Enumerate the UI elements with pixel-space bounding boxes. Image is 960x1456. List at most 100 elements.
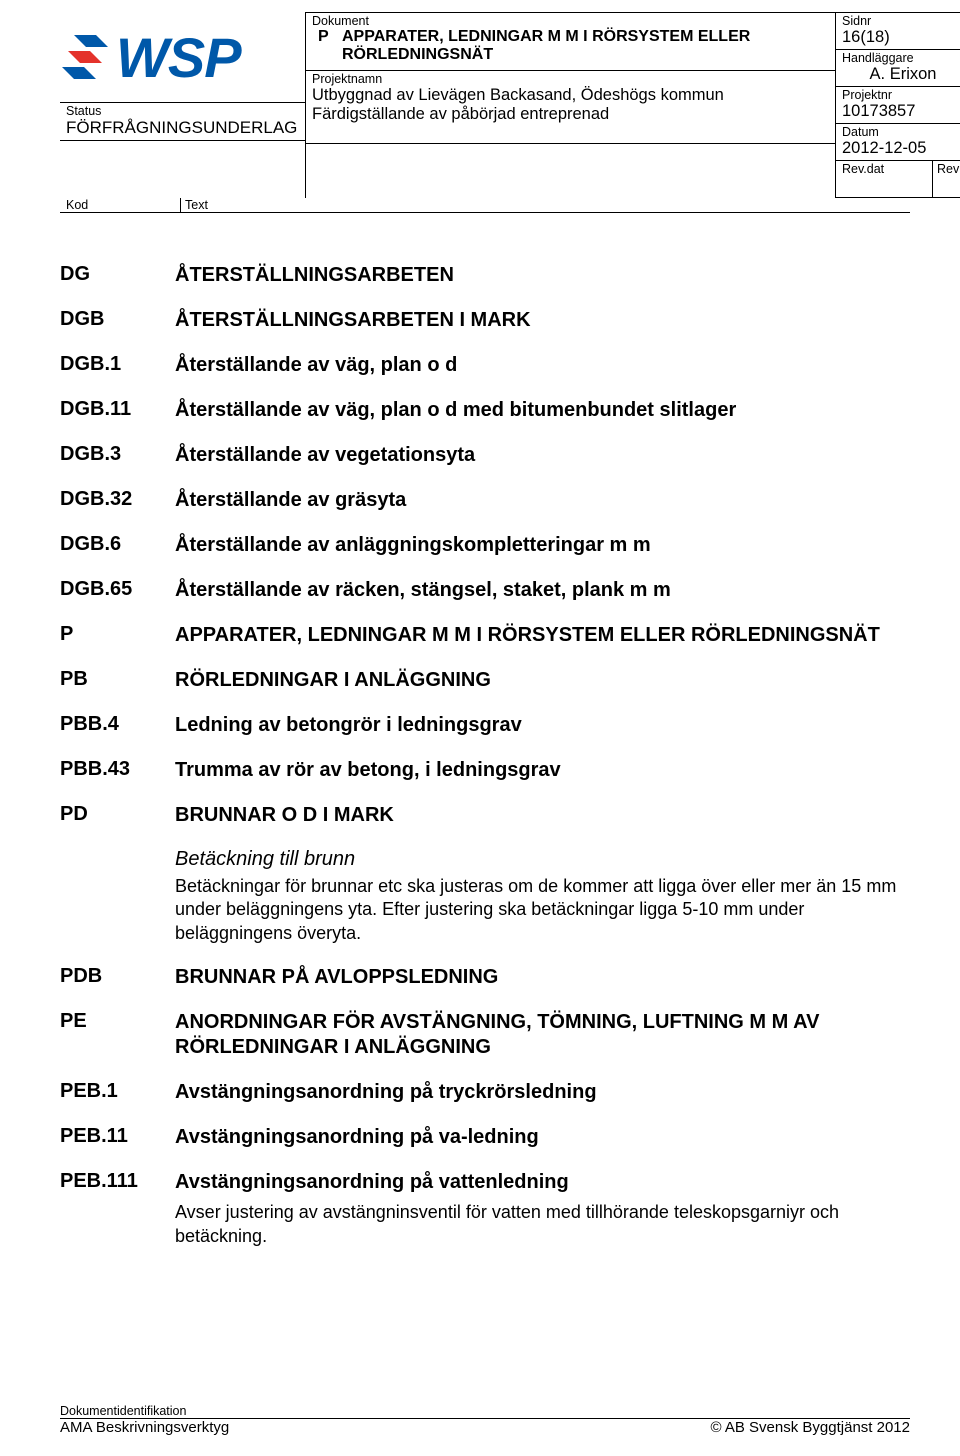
handlaggare-cell: Handläggare A. Erixon xyxy=(836,49,960,86)
entry-code: PEB.111 xyxy=(60,1170,175,1195)
entry-code: PD xyxy=(60,803,175,828)
spec-entry: PAPPARATER, LEDNINGAR M M I RÖRSYSTEM EL… xyxy=(60,623,910,648)
revdat-label: Rev.dat xyxy=(842,162,926,176)
header-grid: WSP Status FÖRFRÅGNINGSUNDERLAG Dokument… xyxy=(60,12,910,198)
spec-entry: PEB.1Avstängningsanordning på tryckrörsl… xyxy=(60,1080,910,1105)
page: WSP Status FÖRFRÅGNINGSUNDERLAG Dokument… xyxy=(0,0,960,1456)
projektnr-cell: Projektnr 10173857 xyxy=(836,86,960,123)
entry-title: Återställande av väg, plan o d med bitum… xyxy=(175,398,910,423)
sidnr-label: Sidnr xyxy=(842,14,960,28)
entry-code: PBB.4 xyxy=(60,713,175,738)
entry-title: Avstängningsanordning på tryckrörslednin… xyxy=(175,1080,910,1105)
spec-entry: PEANORDNINGAR FÖR AVSTÄNGNING, TÖMNING, … xyxy=(60,1010,910,1060)
spec-entry: DGB.1Återställande av väg, plan o d xyxy=(60,353,910,378)
peb111-para: Avser justering av avstängninsventil för… xyxy=(175,1201,910,1248)
entries-list: DGÅTERSTÄLLNINGSARBETENDGBÅTERSTÄLLNINGS… xyxy=(60,263,910,828)
logo-box: WSP xyxy=(60,12,305,102)
spec-entry: DGB.65Återställande av räcken, stängsel,… xyxy=(60,578,910,603)
entry-code: PEB.11 xyxy=(60,1125,175,1150)
header-col-meta: Sidnr 16(18) Handläggare A. Erixon Proje… xyxy=(835,12,960,198)
entries-list-2: PDBBRUNNAR PÅ AVLOPPSLEDNING PEANORDNINGA… xyxy=(60,965,910,1195)
header-col-logo: WSP Status FÖRFRÅGNINGSUNDERLAG xyxy=(60,12,305,198)
projektnamn-label: Projektnamn xyxy=(312,72,829,86)
spec-entry: DGB.11Återställande av väg, plan o d med… xyxy=(60,398,910,423)
entry-title: Återställande av anläggningskompletterin… xyxy=(175,533,910,558)
project-line2: Färdigställande av påbörjad entreprenad xyxy=(312,105,829,124)
spec-entry: DGBÅTERSTÄLLNINGSARBETEN I MARK xyxy=(60,308,910,333)
dokument-label: Dokument xyxy=(312,14,829,28)
kod-text-row: Kod Text xyxy=(60,198,910,213)
handlaggare-label: Handläggare xyxy=(842,51,960,65)
spec-entry: DGB.32Återställande av gräsyta xyxy=(60,488,910,513)
wsp-logo-text: WSP xyxy=(116,25,241,90)
projektnr-value: 10173857 xyxy=(842,102,960,121)
wsp-mark-icon xyxy=(62,35,110,79)
entry-code: DGB.3 xyxy=(60,443,175,468)
spec-entry: PBB.43Trumma av rör av betong, i ledning… xyxy=(60,758,910,783)
footer: AMA Beskrivningsverktyg © AB Svensk Bygg… xyxy=(60,1418,910,1436)
spec-entry: PBRÖRLEDNINGAR I ANLÄGGNING xyxy=(60,668,910,693)
peb111-detail-block: Avser justering av avstängninsventil för… xyxy=(60,1201,910,1248)
entry-title: Återställande av gräsyta xyxy=(175,488,910,513)
datum-label: Datum xyxy=(842,125,960,139)
doc-id-label-wrap: Dokumentidentifikation xyxy=(60,1404,186,1418)
project-line1: Utbyggnad av Lievägen Backasand, Ödeshög… xyxy=(312,86,829,105)
entry-code: DGB.6 xyxy=(60,533,175,558)
status-value: FÖRFRÅGNINGSUNDERLAG xyxy=(66,118,299,138)
pd-para: Betäckningar för brunnar etc ska justera… xyxy=(175,875,910,945)
spec-entry: PDBBRUNNAR PÅ AVLOPPSLEDNING xyxy=(60,965,910,990)
status-cell: Status FÖRFRÅGNINGSUNDERLAG xyxy=(60,102,305,141)
spec-entry: DGB.3Återställande av vegetationsyta xyxy=(60,443,910,468)
spec-entry: PBB.4Ledning av betongrör i ledningsgrav xyxy=(60,713,910,738)
entry-code: PB xyxy=(60,668,175,693)
handlaggare-value: A. Erixon xyxy=(842,65,960,84)
entry-code: DGB xyxy=(60,308,175,333)
entry-title: Återställande av väg, plan o d xyxy=(175,353,910,378)
wsp-logo: WSP xyxy=(62,25,241,90)
text-label: Text xyxy=(180,198,910,212)
entry-code: DGB.11 xyxy=(60,398,175,423)
doc-title-line1: APPARATER, LEDNINGAR M M I RÖRSYSTEM ELL… xyxy=(342,28,750,45)
entry-code: PBB.43 xyxy=(60,758,175,783)
entry-code: DGB.32 xyxy=(60,488,175,513)
spec-entry: DGÅTERSTÄLLNINGSARBETEN xyxy=(60,263,910,288)
spec-entry: PEB.111Avstängningsanordning på vattenle… xyxy=(60,1170,910,1195)
entry-title: Trumma av rör av betong, i ledningsgrav xyxy=(175,758,910,783)
spec-entry: PDBRUNNAR O D I MARK xyxy=(60,803,910,828)
entry-code: DGB.1 xyxy=(60,353,175,378)
entry-title: BRUNNAR PÅ AVLOPPSLEDNING xyxy=(175,965,910,990)
datum-cell: Datum 2012-12-05 xyxy=(836,123,960,160)
pd-subhead: Betäckning till brunn xyxy=(175,848,910,871)
projektnamn-cell: Projektnamn Utbyggnad av Lievägen Backas… xyxy=(306,70,835,144)
kod-label: Kod xyxy=(60,198,180,212)
entry-title: APPARATER, LEDNINGAR M M I RÖRSYSTEM ELL… xyxy=(175,623,910,648)
entry-code: PEB.1 xyxy=(60,1080,175,1105)
status-label: Status xyxy=(66,104,299,118)
doc-id-label: Dokumentidentifikation xyxy=(60,1404,186,1418)
entry-title: Återställande av vegetationsyta xyxy=(175,443,910,468)
pd-detail-block: Betäckning till brunn Betäckningar för b… xyxy=(60,848,910,945)
entry-title: BRUNNAR O D I MARK xyxy=(175,803,910,828)
spec-entry: PEB.11Avstängningsanordning på va-lednin… xyxy=(60,1125,910,1150)
datum-value: 2012-12-05 xyxy=(842,139,960,158)
entry-code: DGB.65 xyxy=(60,578,175,603)
dokument-cell: Dokument P APPARATER, LEDNINGAR M M I RÖ… xyxy=(306,12,835,70)
entry-title: ÅTERSTÄLLNINGSARBETEN xyxy=(175,263,910,288)
entry-code: P xyxy=(60,623,175,648)
doc-title-line2: RÖRLEDNINGSNÄT xyxy=(342,46,493,63)
entry-code: PE xyxy=(60,1010,175,1060)
doc-title: APPARATER, LEDNINGAR M M I RÖRSYSTEM ELL… xyxy=(342,28,829,65)
entry-code: DG xyxy=(60,263,175,288)
footer-left: AMA Beskrivningsverktyg xyxy=(60,1419,229,1436)
footer-right: © AB Svensk Byggtjänst 2012 xyxy=(710,1419,910,1436)
rev-label: Rev xyxy=(937,162,960,176)
entry-title: ÅTERSTÄLLNINGSARBETEN I MARK xyxy=(175,308,910,333)
entry-title: ANORDNINGAR FÖR AVSTÄNGNING, TÖMNING, LU… xyxy=(175,1010,910,1060)
content-body: DGÅTERSTÄLLNINGSARBETENDGBÅTERSTÄLLNINGS… xyxy=(60,213,910,1248)
entry-title: Ledning av betongrör i ledningsgrav xyxy=(175,713,910,738)
entry-title: RÖRLEDNINGAR I ANLÄGGNING xyxy=(175,668,910,693)
revdat-cell: Rev.dat Rev xyxy=(836,160,960,198)
entry-title: Avstängningsanordning på vattenledning xyxy=(175,1170,910,1195)
entry-title: Avstängningsanordning på va-ledning xyxy=(175,1125,910,1150)
sidnr-cell: Sidnr 16(18) xyxy=(836,12,960,49)
